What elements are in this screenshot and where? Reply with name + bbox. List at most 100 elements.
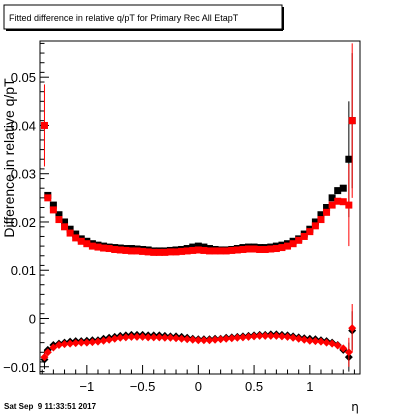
data-point	[49, 201, 57, 209]
data-point	[88, 242, 96, 250]
data-point	[200, 246, 208, 254]
x-tick-label: 0	[195, 379, 202, 394]
data-point	[266, 331, 275, 340]
data-point	[43, 348, 52, 357]
data-point	[323, 208, 331, 216]
data-point	[166, 248, 174, 256]
data-point	[205, 336, 214, 345]
data-point	[345, 201, 353, 209]
series-1	[40, 43, 356, 256]
data-point	[284, 242, 292, 250]
data-point	[211, 335, 220, 344]
data-point	[199, 336, 208, 345]
data-point	[55, 216, 63, 224]
data-point	[82, 338, 91, 347]
data-point	[250, 332, 259, 341]
data-point	[83, 240, 91, 248]
plot-area	[40, 43, 357, 372]
data-point	[216, 335, 225, 344]
data-point	[93, 337, 102, 346]
data-point	[306, 228, 314, 236]
data-point	[194, 246, 202, 254]
data-point	[155, 333, 164, 342]
data-point	[127, 247, 135, 255]
data-point	[300, 335, 309, 344]
data-point	[267, 245, 275, 253]
data-point	[283, 332, 292, 341]
title-frame	[3, 4, 283, 30]
y-axis: −0.01 0 0.01 0.02 0.03 0.04 0.05	[3, 42, 49, 375]
data-point	[255, 331, 264, 340]
data-point	[122, 246, 130, 254]
data-point	[295, 236, 303, 244]
data-point	[116, 333, 125, 342]
data-point	[277, 332, 286, 341]
data-point	[245, 245, 253, 253]
x-tick-label: 1	[306, 379, 313, 394]
data-point	[311, 222, 319, 230]
data-point	[233, 246, 241, 254]
data-point	[66, 225, 74, 233]
data-point	[88, 338, 97, 347]
y-tick-label: −0.01	[3, 360, 36, 375]
data-point	[66, 339, 75, 348]
data-point	[294, 334, 303, 343]
data-point	[138, 332, 147, 341]
data-point	[344, 348, 353, 357]
data-point	[205, 247, 213, 255]
y-tick-label: 0.01	[11, 263, 36, 278]
data-point	[244, 332, 253, 341]
data-point	[66, 229, 74, 237]
data-point	[49, 206, 57, 214]
timestamp: Sat Sep 9 11:33:51 2017	[4, 402, 97, 411]
data-point	[348, 117, 356, 125]
data-point	[339, 344, 348, 353]
data-point	[121, 333, 130, 342]
data-point	[139, 247, 147, 255]
data-point	[116, 246, 124, 254]
data-point	[61, 223, 69, 231]
data-point	[150, 248, 158, 256]
data-point	[99, 336, 108, 345]
data-point	[239, 245, 247, 253]
data-point	[72, 234, 80, 242]
data-point	[348, 324, 357, 333]
data-point	[183, 247, 191, 255]
data-point	[311, 337, 320, 346]
x-tick-label: −0.5	[130, 379, 156, 394]
data-point	[305, 336, 314, 345]
data-point	[133, 247, 141, 255]
data-point	[194, 336, 203, 345]
data-point	[77, 338, 86, 347]
data-point	[334, 197, 342, 205]
data-point	[60, 340, 69, 349]
data-point	[71, 339, 80, 348]
data-point	[133, 332, 142, 341]
x-axis-title: η	[351, 400, 359, 414]
data-point	[160, 333, 169, 342]
data-point	[222, 334, 231, 343]
chart-title: Fitted difference in relative q/pT for P…	[9, 13, 239, 23]
data-point	[328, 194, 336, 202]
data-point	[172, 248, 180, 256]
data-point	[217, 247, 225, 255]
data-point	[316, 337, 325, 346]
y-tick-label: 0.02	[11, 215, 36, 230]
data-point	[238, 333, 247, 342]
y-tick-label: 0.04	[11, 118, 36, 133]
y-axis-title: Difference in relative q/pT	[1, 78, 17, 238]
data-point	[289, 240, 297, 248]
data-point	[228, 246, 236, 254]
data-point	[189, 246, 197, 254]
data-point	[311, 218, 319, 226]
data-point	[127, 332, 136, 341]
x-tick-label: 0.5	[245, 379, 263, 394]
data-point	[261, 331, 270, 340]
data-point	[177, 334, 186, 343]
data-point	[227, 334, 236, 343]
data-point	[233, 333, 242, 342]
data-point	[144, 333, 153, 342]
x-axis: −1 −0.5 0 0.5 1	[41, 365, 355, 394]
data-point	[250, 245, 258, 253]
